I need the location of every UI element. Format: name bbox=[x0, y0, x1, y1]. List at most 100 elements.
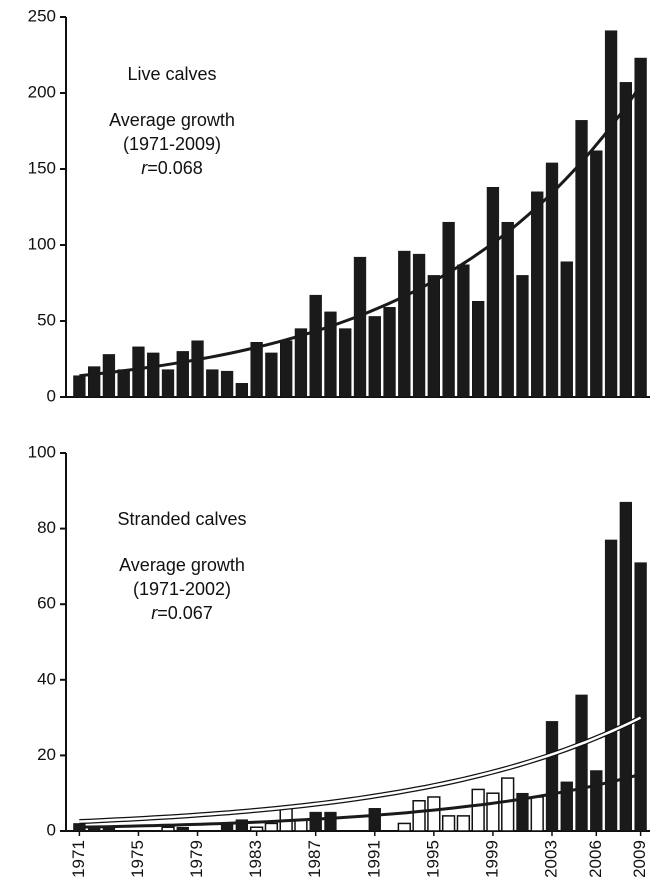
y-tick-label: 0 bbox=[47, 386, 56, 405]
y-tick-label: 80 bbox=[37, 518, 56, 537]
bar bbox=[634, 57, 647, 398]
bar bbox=[309, 811, 322, 832]
bar bbox=[368, 808, 381, 832]
bar bbox=[471, 788, 485, 832]
bar bbox=[220, 370, 234, 398]
bar bbox=[191, 340, 204, 398]
x-tick-label: 1987 bbox=[305, 840, 324, 878]
bar bbox=[132, 346, 145, 398]
bar bbox=[427, 275, 441, 398]
trend-line bbox=[79, 84, 642, 378]
bar bbox=[265, 352, 278, 398]
bar bbox=[619, 501, 633, 832]
bar bbox=[590, 150, 603, 398]
bar bbox=[575, 120, 588, 398]
bar bbox=[368, 316, 381, 398]
bar bbox=[486, 792, 500, 832]
bar bbox=[87, 366, 101, 398]
bar bbox=[619, 82, 633, 398]
annotation: (1971-2002) bbox=[133, 579, 231, 599]
bar bbox=[471, 300, 485, 398]
x-tick-label: 1999 bbox=[482, 840, 501, 878]
bar bbox=[560, 261, 573, 398]
bar bbox=[264, 822, 279, 832]
x-tick-label: 1979 bbox=[187, 840, 206, 878]
x-tick-label: 2003 bbox=[541, 840, 560, 878]
bar bbox=[441, 815, 456, 832]
bar bbox=[176, 351, 189, 398]
y-tick-label: 200 bbox=[28, 82, 56, 101]
bar bbox=[501, 221, 514, 398]
bar bbox=[383, 307, 396, 398]
bar bbox=[206, 369, 219, 398]
bar bbox=[353, 256, 367, 398]
annotation: Average growth bbox=[109, 110, 235, 130]
y-tick-label: 250 bbox=[28, 6, 56, 25]
x-tick-label: 2006 bbox=[586, 840, 605, 878]
y-tick-label: 40 bbox=[37, 669, 56, 688]
bar bbox=[530, 796, 544, 832]
bar bbox=[339, 328, 352, 398]
annotation: Average growth bbox=[119, 555, 245, 575]
annotation: Stranded calves bbox=[117, 509, 246, 529]
bar bbox=[604, 30, 618, 398]
y-tick-label: 20 bbox=[37, 745, 56, 764]
bar bbox=[575, 694, 588, 832]
bar bbox=[412, 800, 426, 832]
x-tick-label: 2009 bbox=[630, 840, 649, 878]
bar bbox=[294, 328, 308, 398]
annotation: r=0.067 bbox=[151, 603, 213, 623]
bar bbox=[249, 826, 264, 832]
bar bbox=[161, 826, 175, 832]
bar bbox=[442, 221, 455, 398]
bar bbox=[176, 826, 189, 832]
bar bbox=[235, 819, 249, 832]
bar bbox=[634, 562, 647, 832]
bar bbox=[604, 539, 618, 832]
bar bbox=[397, 822, 411, 832]
annotation-text: =0.068 bbox=[147, 158, 203, 178]
bar bbox=[250, 342, 263, 398]
bar bbox=[412, 253, 426, 398]
bar bbox=[590, 770, 603, 832]
y-tick-label: 100 bbox=[28, 234, 56, 253]
x-tick-label: 1983 bbox=[246, 840, 265, 878]
bar bbox=[235, 383, 249, 398]
trend-line bbox=[79, 772, 641, 829]
annotation-text: =0.067 bbox=[157, 603, 213, 623]
annotation: (1971-2009) bbox=[123, 134, 221, 154]
bar bbox=[560, 781, 573, 832]
bar bbox=[73, 375, 86, 398]
x-tick-label: 1991 bbox=[364, 840, 383, 878]
annotation-italic: r bbox=[151, 603, 158, 623]
bar bbox=[324, 311, 337, 398]
bar bbox=[486, 186, 500, 398]
bar bbox=[324, 811, 337, 832]
bar bbox=[457, 264, 470, 398]
bar bbox=[427, 796, 441, 832]
bar bbox=[147, 352, 160, 398]
bar bbox=[545, 721, 559, 832]
bar bbox=[516, 792, 529, 832]
bar bbox=[398, 250, 411, 398]
annotation-italic: r bbox=[141, 158, 148, 178]
bar bbox=[531, 191, 544, 398]
bar bbox=[545, 162, 559, 398]
x-tick-label: 1971 bbox=[69, 840, 88, 878]
annotation: r=0.068 bbox=[141, 158, 203, 178]
bar bbox=[516, 275, 529, 398]
bar bbox=[501, 777, 515, 832]
bar bbox=[117, 369, 130, 398]
annotation: Live calves bbox=[127, 64, 216, 84]
bar bbox=[102, 354, 116, 398]
bar bbox=[456, 815, 471, 832]
y-tick-label: 60 bbox=[37, 594, 56, 613]
x-tick-label: 1975 bbox=[128, 840, 147, 878]
bar bbox=[309, 294, 322, 398]
y-tick-label: 0 bbox=[47, 820, 56, 839]
x-tick-label: 1995 bbox=[423, 840, 442, 878]
y-tick-label: 150 bbox=[28, 158, 56, 177]
bar bbox=[161, 369, 175, 398]
bar bbox=[279, 340, 293, 398]
